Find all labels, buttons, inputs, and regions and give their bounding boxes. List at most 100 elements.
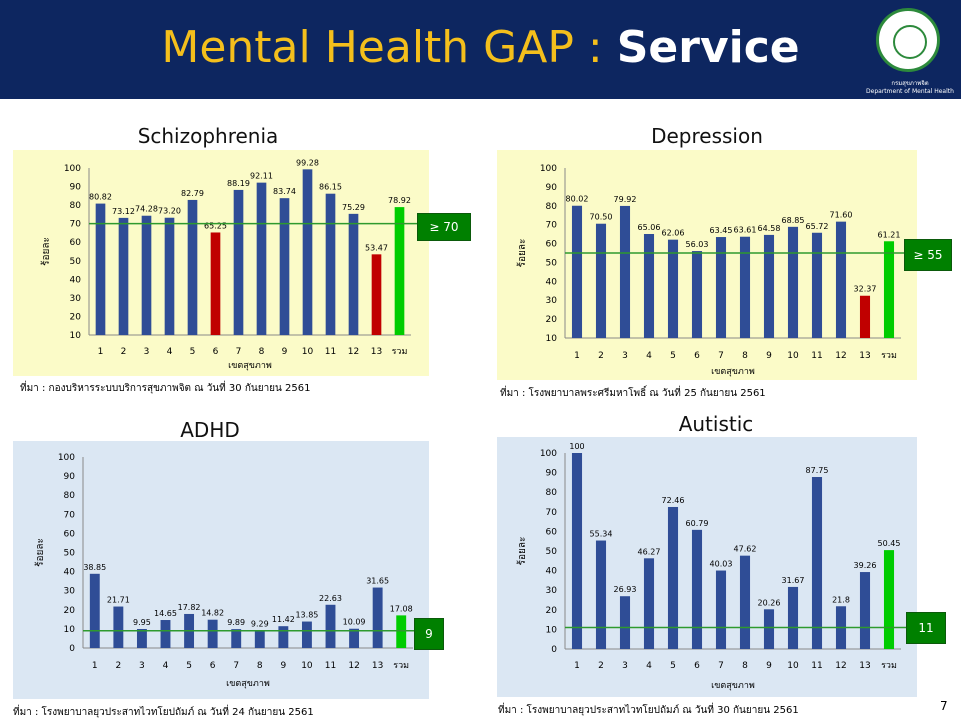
- target-badge: 9: [414, 618, 444, 650]
- y-tick-label: 10: [546, 625, 558, 635]
- chart-title-depression: Depression: [651, 124, 763, 148]
- data-label: 9.29: [251, 619, 269, 628]
- plot-background: [497, 437, 917, 697]
- y-tick-label: 30: [546, 296, 558, 306]
- bar: [210, 232, 221, 335]
- bar: [256, 182, 267, 335]
- data-label: 61.21: [878, 230, 901, 239]
- plot-background: [13, 441, 429, 699]
- x-tick-label: 5: [670, 661, 676, 671]
- x-tick-label: 8: [742, 661, 748, 671]
- bar: [136, 628, 147, 648]
- x-tick-label: 12: [348, 347, 359, 357]
- bar: [187, 199, 198, 335]
- chart-depression: 10 20 30 40 50 60 70 80 90 100 ร้อยละ 80.02 1 70.50 2 7…: [497, 150, 917, 380]
- data-label: 20.26: [758, 598, 781, 607]
- bar: [301, 621, 312, 648]
- source-schizophrenia: ที่มา : กองบริหารระบบบริการสุขภาพจิต ณ ว…: [20, 383, 311, 394]
- bar: [571, 453, 583, 649]
- bar: [811, 477, 823, 649]
- bar: [571, 205, 583, 338]
- data-label: 100: [569, 442, 584, 451]
- logo-caption-english: Department of Mental Health: [866, 88, 954, 95]
- x-tick-label: 4: [163, 661, 169, 671]
- logo-emblem-icon: [893, 25, 927, 59]
- bar: [739, 555, 751, 649]
- data-label: 72.46: [662, 496, 685, 505]
- x-tick-label: 6: [210, 661, 216, 671]
- x-tick-label: 7: [233, 661, 239, 671]
- chart-autistic: 0 10 20 30 40 50 60 70 80 90 100 ร้อยละ 100 1 55.34 2 26…: [497, 437, 917, 697]
- data-label: 73.12: [112, 207, 135, 216]
- y-tick-label: 50: [546, 547, 558, 557]
- data-label: 32.37: [854, 285, 877, 294]
- bar: [164, 217, 175, 335]
- y-tick-label: 80: [64, 491, 76, 501]
- y-tick-label: 40: [70, 275, 82, 285]
- bar: [595, 223, 607, 338]
- data-label: 39.26: [854, 561, 877, 570]
- x-tick-label: รวม: [881, 661, 897, 671]
- x-tick-label: 1: [98, 347, 104, 357]
- bar: [763, 609, 775, 649]
- x-tick-label: 10: [787, 351, 799, 361]
- bar: [371, 254, 382, 335]
- x-tick-label: 3: [622, 351, 628, 361]
- x-tick-label: 3: [139, 661, 145, 671]
- bar: [349, 628, 360, 648]
- y-tick-label: 40: [546, 567, 558, 577]
- x-tick-label: 8: [259, 347, 265, 357]
- x-tick-label: 13: [859, 661, 870, 671]
- data-label: 26.93: [614, 585, 637, 594]
- x-tick-label: 12: [348, 661, 359, 671]
- data-label: 9.95: [133, 618, 151, 627]
- page-number: 7: [940, 699, 948, 713]
- y-tick-label: 50: [70, 257, 82, 267]
- bar: [691, 529, 703, 649]
- data-label: 65.06: [638, 223, 661, 232]
- bar: [325, 193, 336, 335]
- x-tick-label: 9: [282, 347, 288, 357]
- y-tick-label: 100: [58, 453, 75, 463]
- x-tick-label: 1: [574, 661, 580, 671]
- y-tick-label: 10: [70, 331, 82, 341]
- y-tick-label: 30: [64, 587, 76, 597]
- data-label: 65.25: [204, 221, 227, 230]
- y-tick-label: 70: [546, 221, 558, 231]
- data-label: 92.11: [250, 172, 273, 181]
- x-axis-title: เขตสุขภาพ: [228, 361, 272, 371]
- plot-background: [13, 150, 429, 376]
- x-tick-label: 6: [694, 661, 700, 671]
- y-tick-label: 20: [546, 315, 558, 325]
- data-label: 17.82: [178, 603, 201, 612]
- x-tick-label: รวม: [393, 661, 409, 671]
- y-tick-label: 40: [64, 568, 76, 578]
- data-label: 53.47: [365, 243, 388, 252]
- y-tick-label: 80: [546, 202, 558, 212]
- y-tick-label: 0: [69, 644, 75, 654]
- data-label: 17.08: [390, 604, 413, 613]
- data-label: 87.75: [806, 466, 829, 475]
- ministry-logo: [876, 8, 940, 72]
- y-axis-title: ร้อยละ: [34, 538, 46, 567]
- y-tick-label: 20: [70, 312, 82, 322]
- x-tick-label: 11: [325, 347, 336, 357]
- page-title: Mental Health GAP : Service: [0, 22, 961, 73]
- y-tick-label: 60: [546, 240, 558, 250]
- x-tick-label: 10: [302, 347, 314, 357]
- x-tick-label: 11: [811, 661, 822, 671]
- y-tick-label: 30: [70, 294, 82, 304]
- data-label: 11.42: [272, 615, 295, 624]
- data-label: 21.71: [107, 596, 130, 605]
- x-tick-label: 2: [598, 351, 604, 361]
- data-label: 78.92: [388, 196, 411, 205]
- x-tick-label: 5: [670, 351, 676, 361]
- bar: [233, 189, 244, 335]
- data-label: 14.82: [201, 609, 224, 618]
- bar: [859, 295, 871, 338]
- x-tick-label: 12: [835, 351, 846, 361]
- target-badge: ≥ 70: [417, 213, 471, 241]
- bar: [643, 233, 655, 338]
- x-tick-label: รวม: [392, 347, 408, 357]
- target-badge: 11: [906, 612, 946, 644]
